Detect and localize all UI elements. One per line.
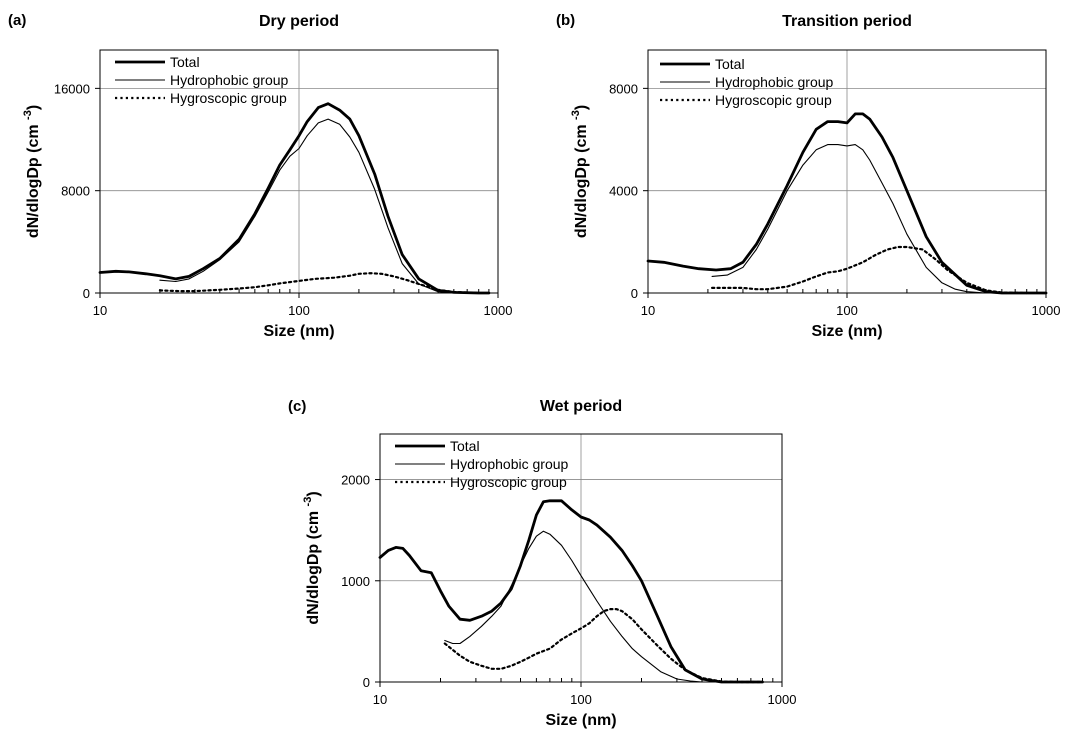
y-axis-label: dN/dlogDp (cm -3)	[570, 105, 590, 238]
series-line-hygroscopic-group	[158, 272, 480, 295]
chart-panel-1: (b) Transition period 10 100 1000 0 4000 8000 Si…	[556, 12, 1060, 340]
y-axis-label-sup: -3	[302, 497, 314, 507]
series-line-hydrophobic-group	[159, 118, 490, 294]
series-line-total	[98, 102, 491, 295]
legend-label: Total	[450, 438, 480, 454]
y-axis-label-main: dN/dlogDp (cm	[305, 506, 322, 624]
x-tick-label: 10	[373, 692, 387, 707]
legend-label: Hydrophobic group	[715, 74, 834, 90]
x-tick-label: 100	[288, 303, 310, 318]
panel-letter: (b)	[556, 12, 575, 29]
y-axis-label-sup: -3	[22, 110, 34, 120]
y-axis-label: dN/dlogDp (cm -3)	[302, 491, 322, 624]
y-tick-label: 8000	[61, 184, 90, 199]
series-line-total	[378, 499, 764, 684]
chart-title: Wet period	[540, 398, 622, 415]
panel-letter: (a)	[8, 12, 26, 29]
y-tick-label: 0	[363, 675, 370, 690]
chart-title: Transition period	[782, 13, 912, 30]
y-axis-label-close: )	[25, 105, 42, 110]
y-tick-label: 1000	[341, 574, 370, 589]
y-axis-label-sup: -3	[570, 110, 582, 120]
legend-label: Hydrophobic group	[450, 456, 569, 472]
x-axis-label: Size (nm)	[545, 712, 616, 729]
x-tick-label: 10	[93, 303, 107, 318]
x-tick-label: 100	[836, 303, 858, 318]
series-line-hygroscopic-group	[710, 245, 1028, 295]
legend-label: Total	[715, 56, 745, 72]
chart-title: Dry period	[259, 13, 339, 30]
chart-panel-2: (c) Wet period 10 100 1000 0 1000 2000 Size (nm)…	[288, 398, 796, 729]
y-tick-label: 0	[83, 286, 90, 301]
y-axis-label-close: )	[305, 491, 322, 496]
legend-label: Hygroscopic group	[715, 92, 832, 108]
y-axis-label-close: )	[573, 105, 590, 110]
y-tick-label: 2000	[341, 473, 370, 488]
x-tick-label: 1000	[1032, 303, 1061, 318]
x-tick-label: 100	[570, 692, 592, 707]
y-axis-label-main: dN/dlogDp (cm	[573, 120, 590, 238]
y-tick-label: 16000	[54, 81, 90, 96]
series-line-hydrophobic-group	[711, 144, 1028, 294]
series-line-hygroscopic-group	[443, 607, 764, 684]
x-axis-label: Size (nm)	[811, 323, 882, 340]
y-tick-label: 0	[631, 286, 638, 301]
legend-label: Hygroscopic group	[170, 90, 287, 106]
series-line-hydrophobic-group	[444, 530, 764, 683]
legend-label: Total	[170, 54, 200, 70]
x-tick-label: 1000	[484, 303, 513, 318]
y-tick-label: 4000	[609, 184, 638, 199]
y-axis-label-main: dN/dlogDp (cm	[25, 120, 42, 238]
x-axis-label: Size (nm)	[263, 323, 334, 340]
legend-label: Hygroscopic group	[450, 474, 567, 490]
chart-panel-0: (a) Dry period 10 100 1000 0 8000 16000 Size (nm…	[8, 12, 512, 340]
y-axis-label: dN/dlogDp (cm -3)	[22, 105, 42, 238]
legend-label: Hydrophobic group	[170, 72, 289, 88]
x-tick-label: 10	[641, 303, 655, 318]
y-tick-label: 8000	[609, 81, 638, 96]
panel-letter: (c)	[288, 398, 306, 415]
x-tick-label: 1000	[768, 692, 797, 707]
